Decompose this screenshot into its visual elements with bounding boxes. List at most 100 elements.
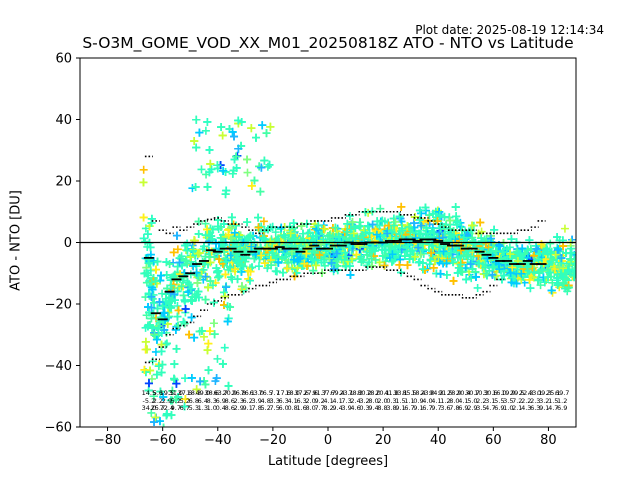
- data-point-marker: [247, 181, 256, 190]
- data-point-marker: [266, 122, 275, 131]
- data-point-marker: [349, 229, 358, 238]
- data-point-marker: [512, 279, 521, 288]
- data-point-marker: [219, 166, 228, 175]
- data-point-marker: [262, 243, 271, 252]
- data-point-marker: [234, 144, 243, 153]
- data-point-marker: [143, 230, 152, 239]
- data-point-marker: [186, 253, 195, 262]
- data-point-marker: [514, 249, 523, 258]
- data-point-marker: [224, 381, 233, 390]
- data-point-marker: [534, 275, 543, 284]
- data-point-marker: [449, 276, 458, 285]
- data-point-marker: [546, 239, 555, 248]
- data-point-marker: [557, 254, 566, 263]
- data-point-marker: [410, 219, 419, 228]
- data-point-marker: [525, 275, 534, 284]
- data-point-marker: [243, 168, 252, 177]
- data-point-marker: [445, 216, 454, 225]
- data-point-marker: [147, 303, 156, 312]
- data-point-marker: [142, 345, 151, 354]
- data-point-marker: [150, 298, 159, 307]
- data-point-marker: [560, 224, 569, 233]
- data-point-marker: [218, 359, 227, 368]
- data-point-marker: [283, 264, 292, 273]
- data-point-marker: [217, 123, 226, 132]
- data-point-marker: [471, 272, 480, 281]
- data-point-marker: [151, 413, 160, 422]
- data-point-marker: [370, 237, 379, 246]
- data-point-marker: [254, 262, 263, 271]
- data-point-marker: [414, 258, 423, 267]
- data-point-marker: [199, 332, 208, 341]
- data-point-marker: [458, 267, 467, 276]
- data-point-marker: [425, 260, 434, 269]
- data-point-marker: [559, 242, 568, 251]
- data-point-marker: [352, 250, 361, 259]
- data-point-marker: [564, 283, 573, 292]
- data-point-marker: [262, 129, 271, 138]
- data-point-marker: [389, 248, 398, 257]
- data-point-marker: [427, 248, 436, 257]
- data-point-marker: [173, 245, 182, 254]
- data-point-marker: [181, 395, 190, 404]
- data-point-marker: [395, 212, 404, 221]
- data-point-marker: [152, 370, 161, 379]
- data-point-marker: [160, 308, 169, 317]
- data-point-marker: [317, 240, 326, 249]
- data-point-marker: [237, 282, 246, 291]
- data-point-marker: [139, 234, 148, 243]
- data-point-marker: [274, 258, 283, 267]
- data-point-marker: [446, 248, 455, 257]
- data-point-marker: [331, 223, 340, 232]
- data-point-marker: [199, 265, 208, 274]
- data-point-marker: [209, 298, 218, 307]
- data-point-marker: [147, 218, 156, 227]
- data-point-marker: [218, 131, 227, 140]
- data-point-marker: [284, 263, 293, 272]
- data-point-marker: [149, 392, 158, 401]
- data-point-marker: [405, 222, 414, 231]
- data-point-marker: [387, 225, 396, 234]
- data-point-marker: [157, 368, 166, 377]
- data-point-marker: [567, 255, 576, 264]
- data-point-marker: [537, 240, 546, 249]
- data-point-marker: [416, 230, 425, 239]
- data-point-marker: [173, 312, 182, 321]
- data-point-marker: [213, 354, 222, 363]
- data-point-marker: [244, 266, 253, 275]
- data-point-marker: [171, 325, 180, 334]
- data-point-marker: [289, 219, 298, 228]
- data-point-marker: [343, 219, 352, 228]
- data-point-marker: [464, 231, 473, 240]
- data-point-marker: [547, 286, 556, 295]
- data-point-marker: [547, 249, 556, 258]
- data-point-marker: [179, 291, 188, 300]
- data-point-marker: [254, 213, 263, 222]
- data-point-marker: [341, 261, 350, 270]
- data-point-marker: [155, 417, 164, 426]
- data-point-marker: [181, 374, 190, 383]
- data-point-marker: [415, 206, 424, 215]
- data-point-marker: [168, 386, 177, 395]
- data-point-marker: [208, 281, 217, 290]
- data-point-marker: [203, 117, 212, 126]
- data-point-marker: [200, 242, 209, 251]
- data-point-marker: [518, 244, 527, 253]
- data-point-marker: [146, 266, 155, 275]
- data-point-marker: [378, 216, 387, 225]
- data-point-marker: [259, 217, 268, 226]
- data-point-marker: [488, 270, 497, 279]
- data-point-marker: [190, 333, 199, 342]
- data-point-marker: [545, 268, 554, 277]
- data-point-marker: [555, 263, 564, 272]
- data-point-marker: [452, 218, 461, 227]
- data-point-marker: [191, 182, 200, 191]
- data-point-marker: [487, 255, 496, 264]
- data-point-marker: [221, 270, 230, 279]
- data-point-marker: [180, 402, 189, 411]
- data-point-marker: [243, 218, 252, 227]
- data-point-marker: [219, 288, 228, 297]
- data-point-marker: [213, 222, 222, 231]
- data-point-marker: [165, 259, 174, 268]
